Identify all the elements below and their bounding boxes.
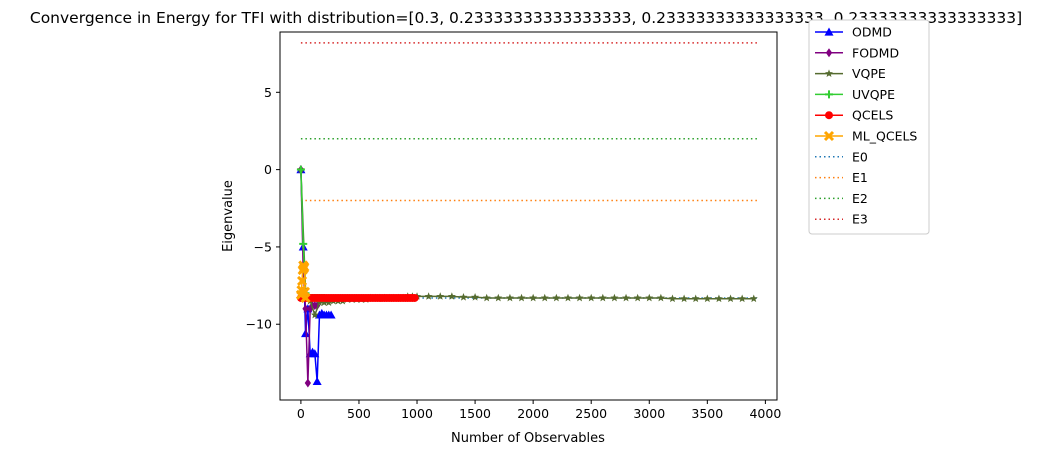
x-axis: 0 500 1000 1500 2000 2500 3000 3500 4000 [297, 400, 781, 421]
data-point [598, 293, 607, 302]
x-axis-label: Number of Observables [451, 431, 605, 446]
legend-label: ML_QCELS [852, 129, 917, 144]
data-point [326, 310, 336, 319]
data-point [297, 275, 308, 287]
y-tick-label: 0 [264, 162, 272, 177]
data-point [310, 349, 320, 358]
data-point [307, 304, 314, 314]
legend-item: E3 [815, 212, 868, 227]
data-point [436, 292, 445, 300]
data-point [703, 294, 712, 303]
x-tick-label: 1500 [459, 406, 491, 421]
data-point [575, 293, 584, 302]
data-point [304, 378, 312, 388]
legend-label: E3 [852, 212, 868, 227]
data-point [691, 294, 700, 303]
data-point [310, 310, 319, 319]
x-tick-label: 500 [347, 406, 371, 421]
x-tick-label: 1000 [401, 406, 433, 421]
legend-item: VQPE [815, 66, 886, 81]
data-point [563, 293, 572, 302]
legend-marker [825, 111, 833, 120]
data-point [320, 298, 329, 306]
data-point [610, 293, 619, 302]
data-point [517, 293, 526, 302]
data-point [668, 294, 677, 303]
y-axis-label: Eigenvalue [221, 180, 236, 252]
legend: ODMD FODMD VQPE UVQPE QCELS ML_QCELS E0 E1 E2 E3 [808, 19, 930, 235]
x-tick-label: 3500 [691, 406, 723, 421]
legend-item: E2 [815, 191, 868, 206]
legend-marker [825, 69, 833, 77]
data-point [296, 165, 305, 174]
data-point [622, 293, 631, 302]
legend-label: FODMD [852, 45, 899, 60]
data-point [738, 294, 747, 303]
data-point [302, 304, 309, 314]
legend-label: UVQPE [852, 87, 895, 102]
data-point [726, 294, 735, 303]
legend-marker [825, 90, 833, 99]
y-tick-label: 5 [264, 85, 272, 100]
legend-label: ODMD [852, 25, 892, 40]
data-point [324, 298, 333, 306]
chart-title: Convergence in Energy for TFI with distr… [30, 9, 1022, 27]
series-line [300, 169, 754, 318]
legend-item: E0 [815, 149, 868, 164]
y-axis: −10 −5 0 5 [246, 85, 280, 332]
legend-item: ODMD [815, 25, 892, 40]
series-ml-qcels [295, 260, 311, 304]
data-point [312, 376, 322, 386]
data-point [471, 292, 480, 301]
data-point [315, 298, 324, 306]
legend-marker [825, 48, 833, 58]
data-point [656, 293, 665, 302]
axes-frame [279, 31, 778, 401]
x-tick-label: 0 [297, 406, 305, 421]
data-point [301, 329, 311, 338]
legend-label: VQPE [852, 66, 886, 81]
x-tick-label: 4000 [749, 406, 781, 421]
legend-label: E1 [852, 170, 868, 185]
data-point [482, 293, 491, 302]
legend-marker [824, 27, 834, 36]
legend-label: E2 [852, 191, 868, 206]
x-tick-label: 2000 [517, 406, 549, 421]
series-qcels [296, 293, 419, 302]
data-point [552, 293, 561, 302]
data-point [300, 292, 311, 304]
data-point [529, 293, 538, 302]
legend-item: UVQPE [815, 87, 895, 102]
data-point [494, 293, 503, 302]
legend-label: QCELS [852, 108, 893, 123]
y-tick-label: −5 [254, 239, 272, 254]
data-point [299, 261, 310, 273]
x-tick-label: 3000 [633, 406, 665, 421]
legend-item: QCELS [815, 108, 893, 123]
data-point [410, 293, 419, 302]
data-point [587, 293, 596, 302]
data-point [680, 294, 689, 303]
legend-marker [823, 130, 835, 142]
data-point [299, 239, 308, 248]
data-point [714, 294, 723, 303]
data-point [424, 292, 433, 300]
data-point [633, 293, 642, 302]
data-point [540, 293, 549, 302]
legend-label: E0 [852, 149, 868, 164]
legend-item: FODMD [815, 45, 899, 60]
legend-item: ML_QCELS [815, 129, 917, 144]
data-point [505, 293, 514, 302]
plot-area [295, 42, 760, 388]
data-point [447, 292, 456, 300]
data-point [645, 293, 654, 302]
data-point [749, 294, 758, 303]
legend-item: E1 [815, 170, 868, 185]
data-point [459, 292, 468, 301]
x-tick-label: 2500 [575, 406, 607, 421]
y-tick-label: −10 [246, 317, 272, 332]
